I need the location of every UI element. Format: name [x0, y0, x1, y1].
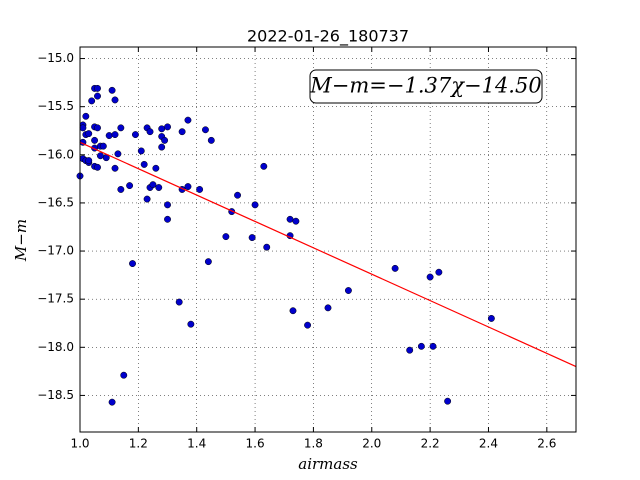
x-tick-label: 2.6: [537, 437, 556, 451]
point: [131, 131, 139, 139]
x-tick-label: 2.0: [362, 437, 381, 451]
point: [94, 163, 101, 171]
point: [129, 260, 136, 268]
point: [111, 164, 119, 172]
annotation: M−m=−1.37χ−14.50: [309, 74, 541, 98]
point: [391, 264, 399, 272]
y-tick-label: −16.5: [37, 195, 74, 209]
point: [146, 128, 154, 136]
point: [204, 258, 212, 266]
x-tick-label: 1.2: [129, 437, 148, 451]
point: [158, 125, 166, 133]
point: [164, 215, 171, 223]
point: [222, 233, 230, 241]
point: [263, 243, 271, 251]
point: [91, 136, 99, 144]
point: [184, 183, 192, 191]
point: [187, 320, 195, 328]
x-tick-label: 1.4: [187, 437, 206, 451]
point: [94, 124, 101, 132]
point: [417, 342, 425, 350]
x-axis-label: airmass: [298, 455, 358, 473]
point: [114, 150, 122, 158]
point: [175, 298, 183, 306]
point: [289, 307, 297, 315]
point: [137, 147, 145, 155]
y-tick-label: −15.5: [37, 99, 74, 113]
point: [82, 112, 90, 120]
point: [149, 181, 157, 189]
point: [164, 201, 171, 209]
y-tick-label: −17.0: [37, 244, 74, 258]
plot-frame: [79, 46, 577, 433]
point: [140, 160, 148, 168]
point: [234, 191, 242, 199]
point: [304, 321, 312, 329]
point: [292, 217, 300, 225]
point: [111, 131, 119, 139]
point: [248, 234, 256, 242]
x-tick-label: 1.6: [246, 437, 265, 451]
y-tick-label: −17.5: [37, 292, 74, 306]
point: [286, 215, 294, 223]
point: [99, 142, 107, 150]
y-tick-label: −18.5: [37, 388, 74, 402]
point: [260, 162, 268, 170]
point: [85, 157, 93, 165]
y-axis-label: M−m: [12, 219, 30, 262]
y-tick-label: −18.0: [37, 340, 74, 354]
chart-title: 2022-01-26_180737: [247, 27, 409, 47]
point: [120, 371, 128, 379]
point: [178, 128, 186, 136]
point: [164, 123, 171, 131]
point: [444, 397, 452, 405]
x-tick-label: 1.8: [304, 437, 323, 451]
point: [155, 184, 163, 191]
point: [344, 287, 352, 294]
point: [251, 201, 259, 209]
point: [158, 143, 166, 151]
point: [117, 124, 125, 132]
point: [324, 304, 332, 312]
point: [105, 132, 113, 140]
point: [85, 130, 93, 138]
point: [426, 273, 434, 281]
point: [161, 136, 169, 144]
point: [406, 346, 414, 354]
point: [152, 164, 160, 172]
x-tick-label: 1.0: [70, 437, 89, 451]
point: [429, 342, 437, 350]
point: [143, 195, 151, 203]
point: [88, 97, 96, 105]
fit-line: [79, 141, 577, 368]
point: [94, 84, 101, 92]
point: [108, 398, 116, 406]
x-tick-label: 2.4: [479, 437, 498, 451]
x-tick-label: 2.2: [421, 437, 440, 451]
point: [108, 86, 116, 94]
point: [96, 152, 104, 160]
point: [184, 116, 192, 124]
annotation-box: [309, 69, 543, 104]
point: [487, 314, 495, 322]
y-tick-label: −15.0: [37, 51, 74, 65]
point: [207, 136, 215, 144]
y-tick-label: −16.0: [37, 147, 74, 161]
point: [117, 186, 125, 193]
point: [196, 186, 204, 193]
point: [126, 182, 134, 190]
point: [79, 124, 87, 132]
point: [435, 268, 443, 276]
point: [111, 96, 119, 104]
point: [94, 92, 101, 100]
point: [202, 126, 209, 134]
